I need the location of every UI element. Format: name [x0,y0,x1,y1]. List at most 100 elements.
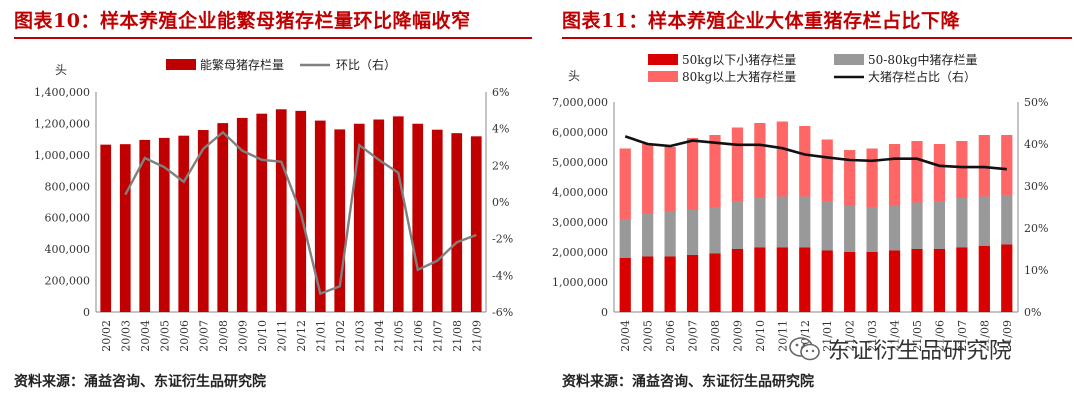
left-bar [431,129,443,312]
left-x-tick: 20/07 [197,320,210,352]
watermark-text: 东证衍生品研究院 [828,339,1013,364]
left-x-tick: 21/03 [353,320,366,352]
right-bar-mid [776,196,788,248]
left-bar [197,130,209,312]
right-bar-mid [619,219,631,258]
right-x-tick: 21/01 [821,320,834,352]
right-x-tick: 21/02 [844,320,857,352]
right-bar-large [799,126,811,197]
left-x-tick: 20/03 [119,320,132,352]
right-bar-mid [664,211,676,257]
left-y2-tick: 6% [492,86,509,99]
left-legend-bar-swatch [166,59,196,70]
left-title-rule [14,37,532,39]
right-x-tick: 20/04 [619,320,632,352]
right-bar-large [956,141,968,198]
right-y-tick: 1,000,000 [552,276,608,289]
right-share-line [624,135,1007,171]
right-bar-mid [642,213,654,257]
right-bar-small [911,249,923,312]
left-x-tick: 21/05 [392,320,405,352]
right-chart-title: 图表11：样本养殖企业大体重猪存栏占比下降 [562,10,960,32]
left-y-unit: 头 [55,63,67,77]
right-bar-large [619,148,631,219]
right-x-tick: 20/07 [687,320,700,352]
right-legend-swatch-1 [834,54,864,65]
right-bar-mid [978,196,990,246]
right-bar-small [956,247,968,312]
left-y-tick: 1,200,000 [34,117,90,130]
left-y-tick: 200,000 [45,275,91,288]
left-y-tick: 1,000,000 [34,149,90,162]
right-bar-large [776,121,788,197]
right-bar-small [866,252,878,312]
right-y2-tick: 10% [1024,264,1048,277]
left-x-tick: 21/02 [334,320,347,352]
right-bar-small [709,253,721,312]
right-bar-small [754,247,766,312]
left-bar [451,133,463,312]
left-legend-line-label: 环比（右） [336,57,396,72]
right-bar-small [978,246,990,312]
left-bar [178,135,190,312]
right-bar-small [821,250,833,312]
right-x-tick: 21/09 [1001,320,1014,352]
right-bar-mid [888,205,901,251]
left-y-tick: 800,000 [45,180,91,193]
right-bar-large [844,150,856,206]
right-bar-large [888,144,901,206]
right-bar-small [731,249,744,312]
left-y-tick: 0 [83,306,90,319]
right-y-tick: 0 [601,306,608,319]
left-x-tick: 21/07 [431,320,444,352]
right-bar-mid [709,207,721,254]
right-chart-source: 资料来源：涌益咨询、东证衍生品研究院 [562,374,814,390]
right-bar-mid [866,207,878,252]
right-x-tick: 21/07 [956,320,969,352]
right-x-tick: 20/08 [709,320,722,352]
left-y2-tick: 4% [492,123,509,136]
right-y2-tick: 50% [1024,96,1048,109]
left-chart-title: 图表10：样本养殖企业能繁母猪存栏量环比降幅收窄 [14,10,471,32]
right-legend-label-0: 50kg以下小猪存栏量 [682,52,796,67]
right-x-tick: 21/03 [866,320,879,352]
right-bar-small [799,247,811,312]
right-bar-large [686,138,699,210]
right-bar-small [642,256,654,312]
right-bar-small [844,252,856,312]
left-bar [353,123,365,312]
left-y2-tick: 2% [492,159,509,172]
left-x-tick: 21/06 [412,320,425,352]
right-bar-small [1001,244,1013,312]
right-y2-tick: 20% [1024,222,1048,235]
right-bar-mid [731,201,744,249]
right-x-tick: 20/10 [754,320,767,352]
right-chart-panel: 图表11：样本养殖企业大体重猪存栏占比下降 头 0 1,000,000 2,000,0… [548,0,1080,403]
right-legend-label-3: 大猪存栏占比（右） [868,69,976,84]
right-bar-large [866,148,878,207]
right-y-tick: 3,000,000 [552,216,608,229]
left-legend-bar-label: 能繁母猪存栏量 [200,57,284,72]
left-x-tick: 20/08 [217,320,230,352]
left-x-tick: 20/10 [256,320,269,352]
right-y-tick: 4,000,000 [552,186,608,199]
left-bar [236,117,248,312]
left-x-tick: 20/02 [100,320,113,352]
right-title-rule [562,37,1072,39]
right-bar-mid [956,198,968,248]
right-bar-small [933,249,946,312]
left-bar [392,116,404,312]
right-legend-swatch-0 [648,54,678,65]
left-x-tick: 21/01 [314,320,327,352]
right-x-tick: 21/05 [911,320,924,352]
right-legend-swatch-2 [648,71,678,82]
left-y2-tick: -2% [492,233,513,246]
wechat-icon [789,337,820,361]
left-y2-tick: -4% [492,269,513,282]
left-x-tick: 20/04 [139,320,152,352]
right-bar-mid [1001,195,1013,245]
right-bar-small [664,256,676,312]
left-bar [412,123,424,312]
right-x-tick: 20/06 [664,320,677,352]
right-bar-mid [933,201,946,249]
